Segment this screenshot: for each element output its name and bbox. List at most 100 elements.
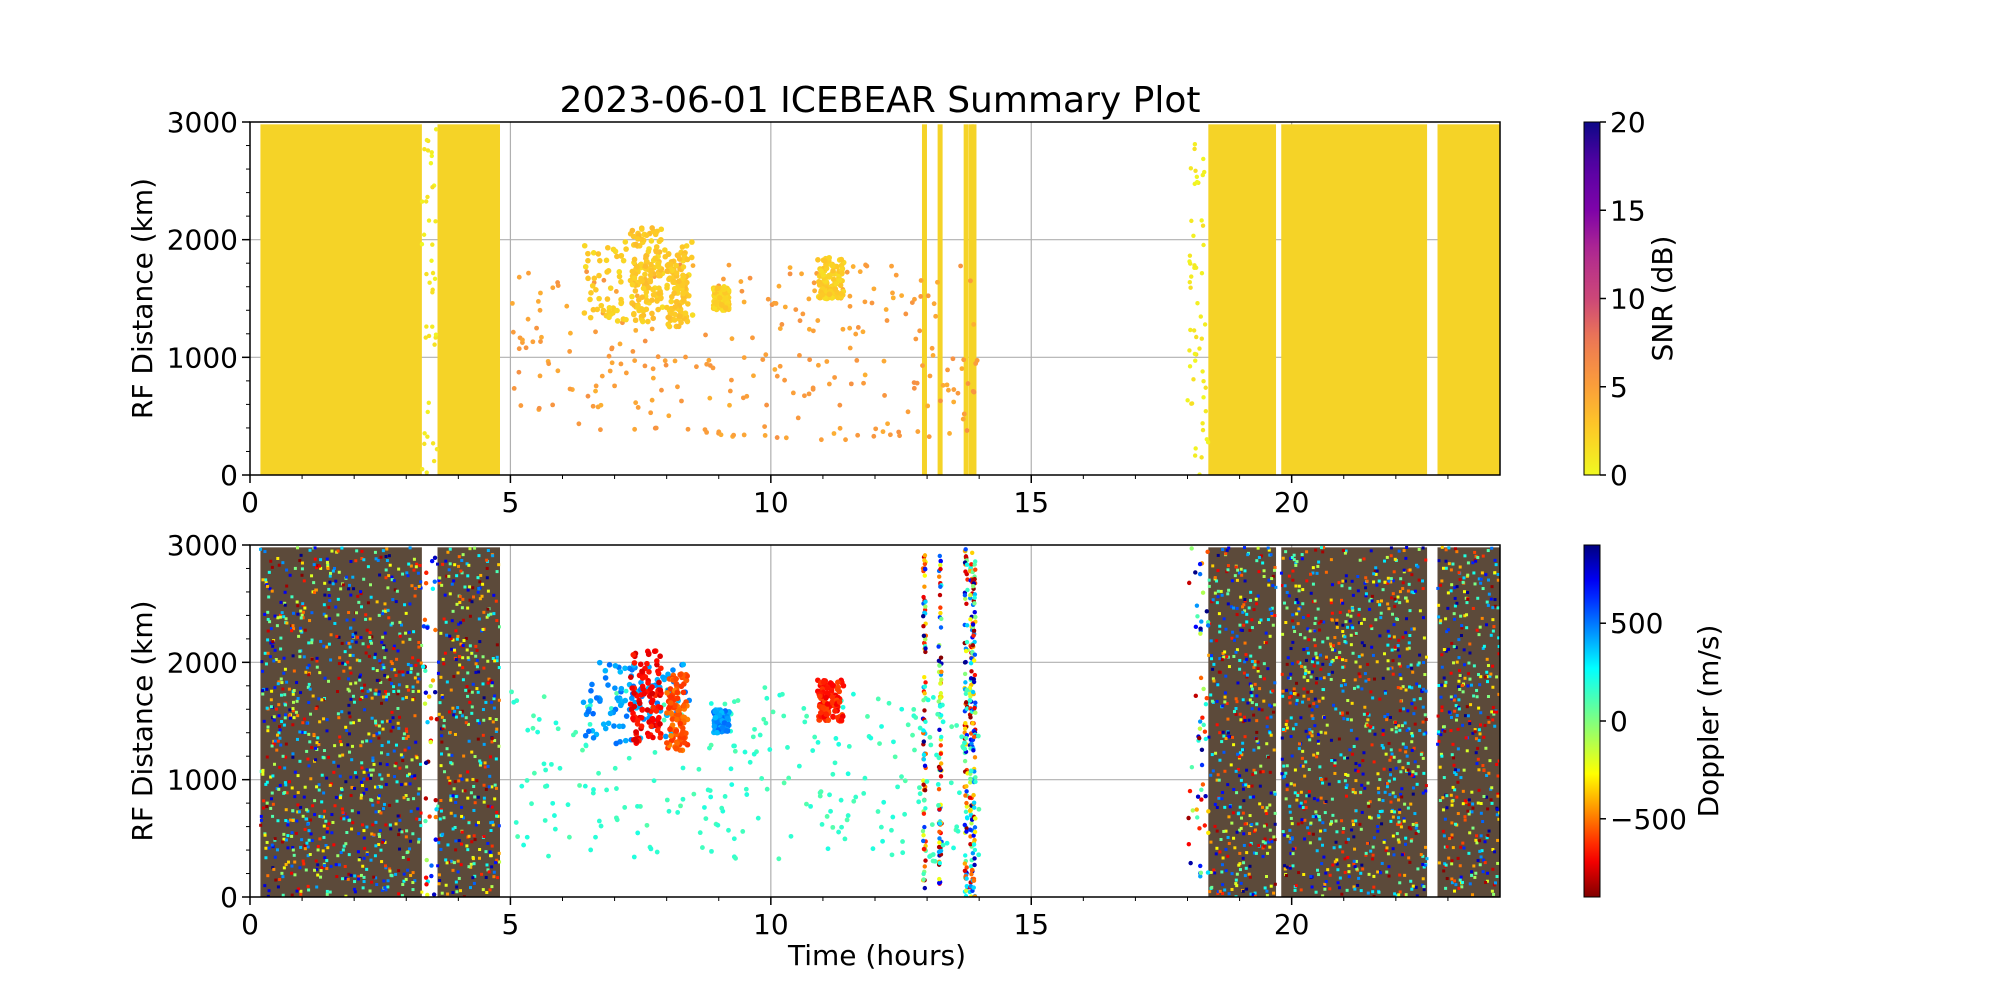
noise-point [1453,709,1457,713]
noise-point [310,657,314,661]
noise-point [375,883,379,887]
noise-point [1307,697,1311,701]
noise-point [1221,652,1225,656]
noise-point [293,566,297,570]
noise-point [461,656,465,660]
noise-point [490,785,494,789]
noise-point [1305,647,1309,651]
noise-point [463,585,467,589]
noise-point [498,860,502,864]
streak-point [937,553,943,559]
noise-point [1261,846,1265,850]
noise-point [1369,597,1373,601]
noise-point [1304,658,1308,662]
noise-point [457,622,461,626]
echo-point [793,307,799,312]
noise-point [1398,873,1402,877]
noise-point [441,832,445,836]
noise-point [291,707,295,711]
echo-point [913,336,919,342]
echo-point [550,402,556,408]
noise-point [1286,656,1290,660]
noise-point [1461,880,1465,884]
noise-point [1467,661,1471,665]
noise-point [1477,706,1481,710]
noise-point [1333,771,1337,775]
noise-point [1239,595,1243,599]
noise-point [1376,786,1380,790]
echo-point [635,803,640,809]
echo-point [850,264,856,269]
noise-point [310,839,314,843]
noise-point [479,573,483,577]
noise-point [1438,798,1442,802]
noise-point [409,564,413,568]
noise-point [446,843,450,847]
noise-point [497,824,501,828]
noise-point [400,830,404,834]
noise-point [275,787,279,791]
echo-point [880,838,885,844]
noise-point [460,805,464,809]
noise-point [1457,638,1461,642]
noise-point [385,547,389,551]
noise-point [1238,868,1242,872]
noise-point [1317,873,1321,877]
echo-point [973,361,979,366]
cluster-point [629,293,635,300]
noise-point [1354,762,1358,766]
noise-point [476,719,480,723]
noise-point [283,766,287,770]
echo-point [593,329,598,335]
noise-point [319,558,323,562]
noise-point [1290,822,1294,826]
echo-point [598,402,604,408]
noise-point [1346,756,1350,760]
echo-point [654,849,660,855]
cluster-point [614,253,620,260]
noise-point [1379,616,1383,620]
noise-point [1297,584,1301,588]
noise-point [1268,770,1272,774]
noise-point [1187,788,1193,794]
noise-point [468,585,472,589]
noise-point [348,818,352,822]
echo-point [935,279,940,285]
noise-point [1496,792,1500,796]
noise-point [366,689,370,693]
streak-point [937,821,943,826]
noise-point [390,682,394,686]
echo-point [954,824,960,830]
noise-point [385,559,389,563]
echo-point [524,778,530,783]
echo-point [663,362,669,368]
noise-point [420,664,426,669]
noise-point [1486,695,1490,699]
noise-point [355,658,359,662]
noise-point [368,635,372,639]
echo-point [546,361,552,367]
echo-point [675,810,681,815]
noise-point [1232,606,1236,610]
noise-point [1284,771,1288,775]
cluster-point [591,275,598,282]
noise-point [364,651,368,655]
noise-point [1495,762,1499,766]
noise-point [1225,702,1229,706]
cluster-point [662,733,669,740]
noise-point [1232,710,1236,714]
noise-point [325,718,329,722]
cluster-point [618,300,624,307]
noise-point [1360,810,1364,814]
noise-point [1424,784,1428,788]
noise-point [1361,772,1365,776]
noise-point [495,659,499,663]
noise-point [467,834,471,838]
noise-point [1488,674,1492,678]
noise-point [1215,829,1219,833]
noise-point [1210,699,1214,703]
noise-point [484,875,488,879]
noise-point [1221,704,1225,708]
noise-point [1458,864,1462,868]
noise-point [1197,346,1202,351]
